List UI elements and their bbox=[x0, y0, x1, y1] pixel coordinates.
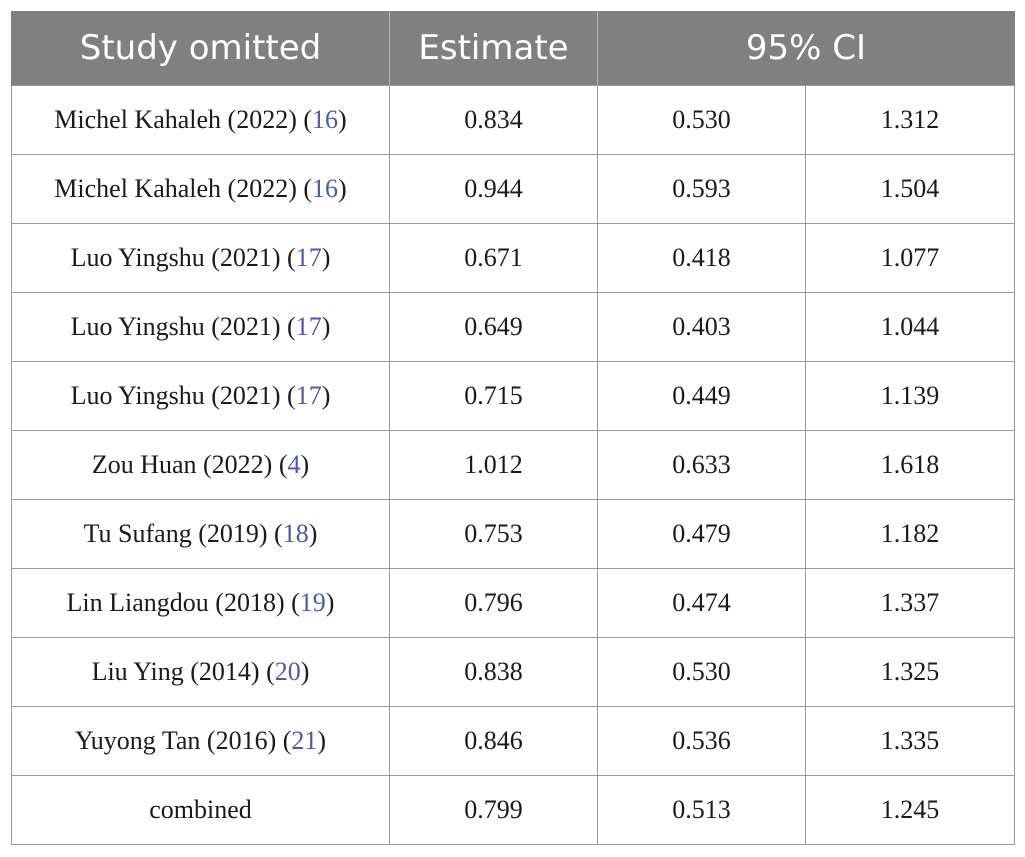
ci-upper-cell: 1.245 bbox=[805, 775, 1015, 845]
estimate-cell: 0.838 bbox=[389, 637, 598, 707]
ci-upper-cell: 1.335 bbox=[805, 706, 1015, 776]
ci-upper-cell: 1.504 bbox=[805, 154, 1015, 224]
ci-upper-cell: 1.325 bbox=[805, 637, 1015, 707]
study-name: Lin Liangdou (2018) bbox=[66, 588, 285, 617]
ci-upper-cell: 1.044 bbox=[805, 292, 1015, 362]
study-cell: Luo Yingshu (2021) (17) bbox=[11, 223, 390, 293]
ci-upper-cell: 1.618 bbox=[805, 430, 1015, 500]
citation-link[interactable]: 16 bbox=[312, 105, 339, 134]
study-cell: combined bbox=[11, 775, 390, 845]
estimate-cell: 0.799 bbox=[389, 775, 598, 845]
citation-link[interactable]: 20 bbox=[274, 657, 301, 686]
table-body: Michel Kahaleh (2022) (16) 0.834 0.530 1.31… bbox=[11, 85, 1015, 845]
study-cell: Michel Kahaleh (2022) (16) bbox=[11, 154, 390, 224]
sensitivity-analysis-table: Study omitted Estimate 95% CI Michel Kah… bbox=[11, 11, 1015, 845]
study-name: Michel Kahaleh (2022) bbox=[54, 105, 297, 134]
table-row: Zou Huan (2022) (4) 1.012 0.633 1.618 bbox=[11, 430, 1015, 500]
table-row: Luo Yingshu (2021) (17) 0.715 0.449 1.139 bbox=[11, 361, 1015, 431]
table-row: combined 0.799 0.513 1.245 bbox=[11, 775, 1015, 845]
table-row: Lin Liangdou (2018) (19) 0.796 0.474 1.337 bbox=[11, 568, 1015, 638]
ci-lower-cell: 0.449 bbox=[597, 361, 806, 431]
study-cell: Luo Yingshu (2021) (17) bbox=[11, 361, 390, 431]
estimate-cell: 0.944 bbox=[389, 154, 598, 224]
study-name: Michel Kahaleh (2022) bbox=[54, 174, 297, 203]
study-cell: Tu Sufang (2019) (18) bbox=[11, 499, 390, 569]
study-name: Tu Sufang (2019) bbox=[83, 519, 268, 548]
ci-lower-cell: 0.593 bbox=[597, 154, 806, 224]
table-header-row: Study omitted Estimate 95% CI bbox=[11, 11, 1015, 86]
study-cell: Lin Liangdou (2018) (19) bbox=[11, 568, 390, 638]
header-95-ci: 95% CI bbox=[597, 11, 1015, 86]
citation-link[interactable]: 19 bbox=[299, 588, 326, 617]
ci-upper-cell: 1.077 bbox=[805, 223, 1015, 293]
table-row: Luo Yingshu (2021) (17) 0.649 0.403 1.044 bbox=[11, 292, 1015, 362]
study-cell: Michel Kahaleh (2022) (16) bbox=[11, 85, 390, 155]
table-row: Yuyong Tan (2016) (21) 0.846 0.536 1.335 bbox=[11, 706, 1015, 776]
header-estimate: Estimate bbox=[389, 11, 598, 86]
ci-lower-cell: 0.474 bbox=[597, 568, 806, 638]
ci-upper-cell: 1.182 bbox=[805, 499, 1015, 569]
study-name: Liu Ying (2014) bbox=[91, 657, 260, 686]
ci-lower-cell: 0.536 bbox=[597, 706, 806, 776]
estimate-cell: 0.649 bbox=[389, 292, 598, 362]
ci-lower-cell: 0.418 bbox=[597, 223, 806, 293]
estimate-cell: 0.753 bbox=[389, 499, 598, 569]
table-row: Michel Kahaleh (2022) (16) 0.834 0.530 1.31… bbox=[11, 85, 1015, 155]
citation-link[interactable]: 17 bbox=[295, 381, 322, 410]
citation-link[interactable]: 17 bbox=[295, 312, 322, 341]
ci-lower-cell: 0.633 bbox=[597, 430, 806, 500]
citation-link[interactable]: 17 bbox=[295, 243, 322, 272]
estimate-cell: 1.012 bbox=[389, 430, 598, 500]
study-cell: Zou Huan (2022) (4) bbox=[11, 430, 390, 500]
study-name: Luo Yingshu (2021) bbox=[70, 312, 281, 341]
ci-upper-cell: 1.139 bbox=[805, 361, 1015, 431]
estimate-cell: 0.671 bbox=[389, 223, 598, 293]
estimate-cell: 0.834 bbox=[389, 85, 598, 155]
table-row: Liu Ying (2014) (20) 0.838 0.530 1.325 bbox=[11, 637, 1015, 707]
ci-lower-cell: 0.513 bbox=[597, 775, 806, 845]
table-row: Luo Yingshu (2021) (17) 0.671 0.418 1.077 bbox=[11, 223, 1015, 293]
ci-lower-cell: 0.530 bbox=[597, 85, 806, 155]
ci-upper-cell: 1.337 bbox=[805, 568, 1015, 638]
citation-link[interactable]: 18 bbox=[282, 519, 309, 548]
study-name: Yuyong Tan (2016) bbox=[74, 726, 277, 755]
estimate-cell: 0.846 bbox=[389, 706, 598, 776]
citation-link[interactable]: 4 bbox=[287, 450, 301, 479]
ci-lower-cell: 0.403 bbox=[597, 292, 806, 362]
citation-link[interactable]: 16 bbox=[312, 174, 339, 203]
study-name: Luo Yingshu (2021) bbox=[70, 243, 281, 272]
ci-upper-cell: 1.312 bbox=[805, 85, 1015, 155]
citation-link[interactable]: 21 bbox=[291, 726, 318, 755]
table-row: Michel Kahaleh (2022) (16) 0.944 0.593 1.50… bbox=[11, 154, 1015, 224]
ci-lower-cell: 0.479 bbox=[597, 499, 806, 569]
estimate-cell: 0.715 bbox=[389, 361, 598, 431]
estimate-cell: 0.796 bbox=[389, 568, 598, 638]
study-cell: Yuyong Tan (2016) (21) bbox=[11, 706, 390, 776]
study-cell: Luo Yingshu (2021) (17) bbox=[11, 292, 390, 362]
study-name: combined bbox=[149, 795, 252, 824]
ci-lower-cell: 0.530 bbox=[597, 637, 806, 707]
table-row: Tu Sufang (2019) (18) 0.753 0.479 1.182 bbox=[11, 499, 1015, 569]
study-cell: Liu Ying (2014) (20) bbox=[11, 637, 390, 707]
header-study-omitted: Study omitted bbox=[11, 11, 390, 86]
study-name: Zou Huan (2022) bbox=[91, 450, 273, 479]
study-name: Luo Yingshu (2021) bbox=[70, 381, 281, 410]
